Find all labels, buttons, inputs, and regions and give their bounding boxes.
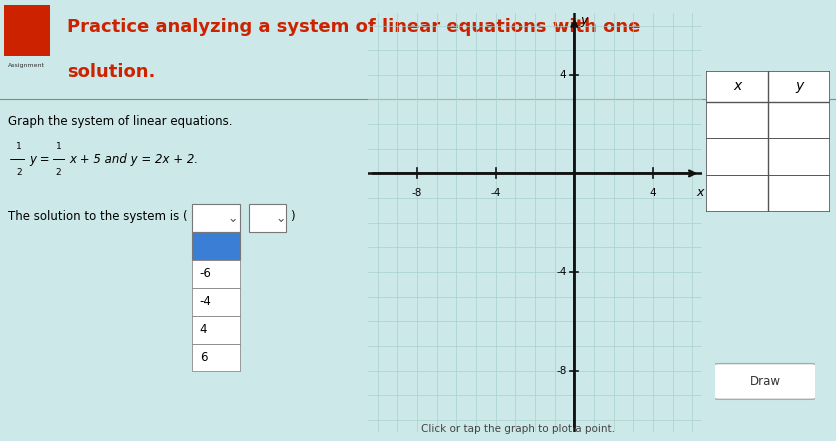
Text: ⌄: ⌄ xyxy=(228,212,238,225)
Bar xyxy=(249,204,286,232)
Text: ): ) xyxy=(291,210,295,224)
Bar xyxy=(192,344,241,371)
Text: solution.: solution. xyxy=(67,63,155,81)
Text: -4: -4 xyxy=(200,295,212,308)
Text: Assignment: Assignment xyxy=(8,63,45,68)
Text: −: − xyxy=(8,153,18,166)
Text: -8: -8 xyxy=(412,188,422,198)
FancyBboxPatch shape xyxy=(714,363,816,400)
Text: Practice analyzing a system of linear equations with one: Practice analyzing a system of linear eq… xyxy=(67,18,640,36)
Text: 6: 6 xyxy=(200,351,207,364)
Text: Draw: Draw xyxy=(749,375,781,388)
Bar xyxy=(192,288,241,316)
Text: Click or tap the graph to plot a point.: Click or tap the graph to plot a point. xyxy=(421,424,615,434)
Bar xyxy=(192,232,241,260)
Text: 4: 4 xyxy=(650,188,656,198)
Bar xyxy=(192,316,241,344)
Text: x: x xyxy=(696,186,704,199)
Bar xyxy=(4,5,50,56)
Text: x + 5 and y = 2x + 2.: x + 5 and y = 2x + 2. xyxy=(69,153,198,166)
Bar xyxy=(192,260,241,288)
Text: y: y xyxy=(580,14,588,27)
Text: 1: 1 xyxy=(56,142,61,151)
Text: -4: -4 xyxy=(491,188,501,198)
Bar xyxy=(192,204,241,232)
Text: 2: 2 xyxy=(16,168,22,177)
Text: y: y xyxy=(795,79,803,93)
Text: -8: -8 xyxy=(556,366,567,376)
Text: The solution to the system is (: The solution to the system is ( xyxy=(8,210,188,224)
Text: 4: 4 xyxy=(200,323,207,336)
Text: ⌄: ⌄ xyxy=(275,212,286,225)
Text: 1: 1 xyxy=(16,142,22,151)
Text: Graph the system of linear equations.: Graph the system of linear equations. xyxy=(8,115,233,128)
Text: -6: -6 xyxy=(200,267,212,280)
Text: 4: 4 xyxy=(560,70,567,80)
Text: x: x xyxy=(733,79,742,93)
Text: y =: y = xyxy=(29,153,54,166)
Text: -4: -4 xyxy=(556,267,567,277)
Text: 2: 2 xyxy=(56,168,61,177)
